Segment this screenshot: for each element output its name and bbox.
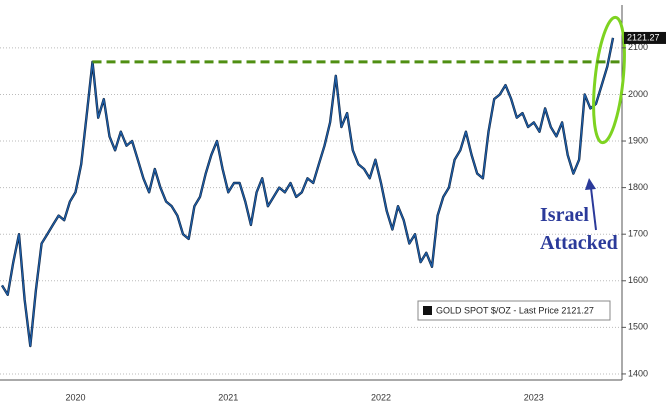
annotation: Attacked [540,232,618,254]
legend-label: GOLD SPOT $/OZ - Last Price 2121.27 [436,305,594,315]
y-tick-label: 1900 [628,135,648,145]
x-tick-label: 2022 [371,392,391,402]
last-price-badge [624,31,666,44]
y-tick-label: 1700 [628,229,648,239]
annotation: Israel [540,204,589,226]
legend-swatch [423,306,432,315]
plot [0,37,615,348]
line [1,37,614,347]
last-price-label: 2121.27 [627,32,660,42]
arrow [590,187,597,231]
arrow-head [585,178,596,190]
y-tick-label: 1500 [628,322,648,332]
y-tick-label: 1400 [628,368,648,378]
y-tick-label: 1800 [628,182,648,192]
legend: GOLD SPOT $/OZ - Last Price 2121.27 [417,300,611,321]
y-tick-label: 2100 [628,42,648,52]
x-tick-label: 2021 [218,392,238,402]
x-tick-label: 2020 [66,392,86,402]
highlight-ellipse [592,15,626,145]
x-tick-label: 2023 [524,392,544,402]
y-tick-label: 1600 [628,275,648,285]
legend-box [417,300,611,321]
y-tick-label: 2000 [628,89,648,99]
